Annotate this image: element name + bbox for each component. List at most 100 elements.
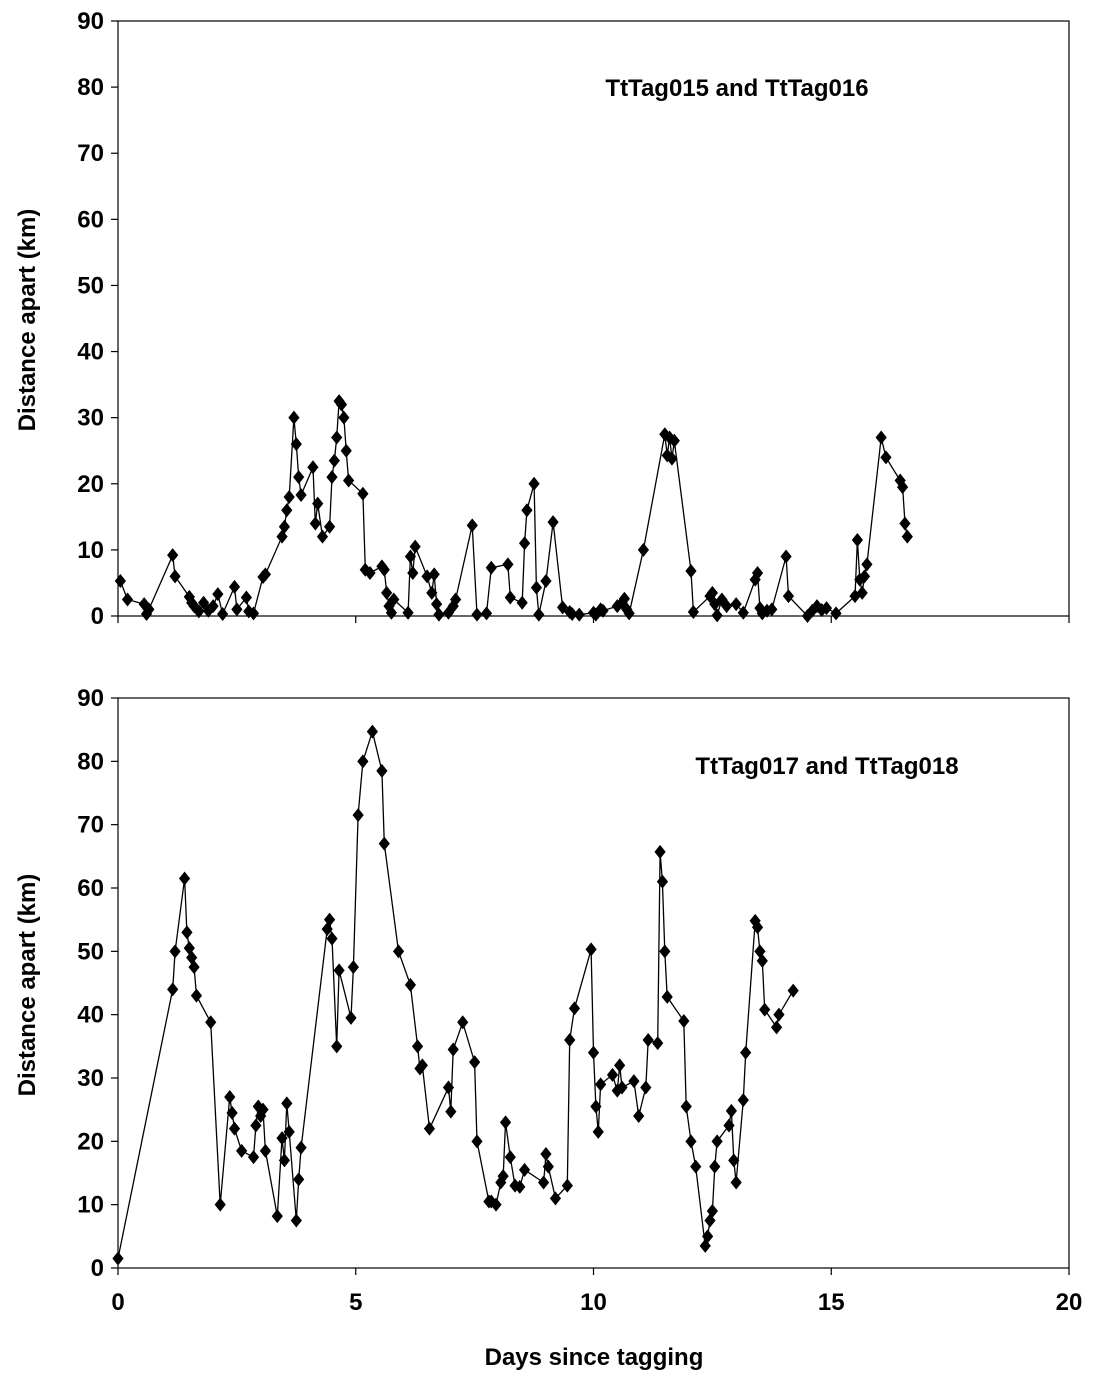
data-point-diamond: [385, 605, 398, 620]
data-point-diamond: [290, 1213, 302, 1228]
data-point-diamond: [331, 430, 343, 445]
data-point-diamond: [756, 953, 768, 968]
data-point-diamond: [858, 569, 871, 584]
data-point-diamond: [469, 1055, 481, 1070]
data-point-diamond: [766, 602, 778, 617]
panel-top-ttag015-ttag016: TtTag015 and TtTag016 Distance apart (km…: [14, 8, 1070, 630]
data-point-diamond: [749, 572, 761, 587]
data-point-diamond: [533, 607, 545, 622]
y-tick-label: 50: [77, 938, 104, 965]
data-point-diamond: [490, 1197, 502, 1212]
y-tick-label: 10: [77, 1192, 104, 1219]
data-point-diamond: [114, 573, 126, 588]
data-point-diamond: [666, 451, 678, 466]
data-point-diamond: [587, 1045, 600, 1060]
data-point-diamond: [357, 754, 369, 769]
data-point-diamond: [328, 453, 340, 468]
data-point-diamond: [226, 1105, 238, 1120]
y-tick-label: 60: [77, 206, 104, 233]
data-point-diamond: [293, 1172, 305, 1187]
y-tick-label: 0: [91, 1255, 104, 1282]
data-point-diamond: [616, 1080, 628, 1095]
data-point-diamond: [288, 410, 300, 425]
data-point-diamond: [278, 519, 291, 534]
data-point-diamond: [345, 1010, 357, 1025]
y-tick-label: 90: [77, 685, 104, 712]
data-point-diamond: [728, 1153, 740, 1168]
data-point-diamond: [121, 592, 134, 607]
data-point-diamond: [618, 591, 631, 606]
data-point-diamond: [471, 607, 483, 622]
y-axis-title: Distance apart (km): [14, 209, 41, 432]
data-point-diamond: [816, 603, 828, 618]
y-tick-label: 50: [77, 272, 104, 299]
data-point-diamond: [623, 606, 635, 621]
data-point-diamond: [250, 1118, 262, 1133]
data-point-diamond: [756, 606, 768, 621]
data-point-diamond: [566, 607, 578, 622]
data-point-diamond: [252, 1099, 264, 1114]
data-point-diamond: [880, 450, 892, 465]
data-point-diamond: [228, 579, 241, 594]
panel-title: TtTag017 and TtTag018: [695, 753, 958, 780]
data-point-diamond: [331, 1039, 343, 1054]
data-point-diamond: [323, 912, 336, 927]
data-point-diamond: [699, 1238, 711, 1253]
data-point-diamond: [497, 1169, 509, 1184]
data-point-diamond: [181, 925, 193, 940]
data-point-diamond: [568, 1001, 581, 1016]
data-point-diamond: [899, 516, 911, 531]
data-point-diamond: [875, 430, 887, 445]
data-point-diamond: [383, 599, 395, 614]
data-point-diamond: [257, 1102, 269, 1117]
data-point-diamond: [706, 585, 718, 600]
data-point-diamond: [521, 503, 533, 518]
data-point-diamond: [411, 1039, 424, 1054]
data-point-diamond: [514, 1179, 526, 1194]
data-point-diamond: [276, 1131, 288, 1146]
y-tick-label: 0: [91, 603, 104, 630]
data-point-diamond: [321, 922, 333, 937]
data-point-diamond: [428, 567, 440, 582]
data-point-diamond: [502, 557, 514, 572]
data-point-diamond: [564, 1033, 576, 1047]
data-point-diamond: [656, 874, 669, 889]
y-tick-label: 70: [77, 140, 104, 167]
data-point-diamond: [759, 1002, 771, 1017]
data-point-diamond: [240, 590, 252, 605]
data-point-diamond: [730, 597, 742, 612]
data-point-diamond: [861, 557, 873, 572]
y-tick-label: 80: [77, 748, 104, 775]
data-point-diamond: [614, 1058, 626, 1073]
x-tick-label: 5: [349, 1289, 362, 1316]
data-point-diamond: [801, 609, 814, 623]
data-point-diamond: [247, 606, 260, 621]
y-tick-label: 40: [77, 1002, 104, 1029]
x-tick-label: 0: [111, 1289, 124, 1316]
data-point-diamond: [754, 601, 766, 616]
data-point-diamond: [283, 490, 295, 504]
data-point-diamond: [178, 871, 191, 886]
data-point-diamond: [212, 587, 224, 602]
data-point-diamond: [549, 1191, 562, 1206]
data-point-diamond: [416, 1058, 428, 1073]
data-point-diamond: [357, 486, 369, 501]
data-point-diamond: [169, 944, 181, 959]
x-tick-label: 20: [1056, 1289, 1083, 1316]
data-point-diamond: [430, 597, 443, 612]
data-point-diamond: [516, 595, 528, 610]
data-point-diamond: [678, 1014, 690, 1028]
data-point-diamond: [193, 604, 205, 619]
data-point-diamond: [112, 1251, 124, 1266]
data-point-diamond: [518, 536, 531, 551]
data-point-diamond: [754, 944, 766, 959]
data-point-diamond: [335, 397, 348, 412]
data-point-diamond: [811, 599, 823, 614]
data-point-diamond: [295, 488, 307, 503]
y-tick-label: 80: [77, 74, 104, 101]
series-line: [117, 729, 794, 1259]
data-point-diamond: [687, 605, 699, 620]
data-point-diamond: [721, 599, 733, 614]
data-point-diamond: [725, 1103, 737, 1118]
